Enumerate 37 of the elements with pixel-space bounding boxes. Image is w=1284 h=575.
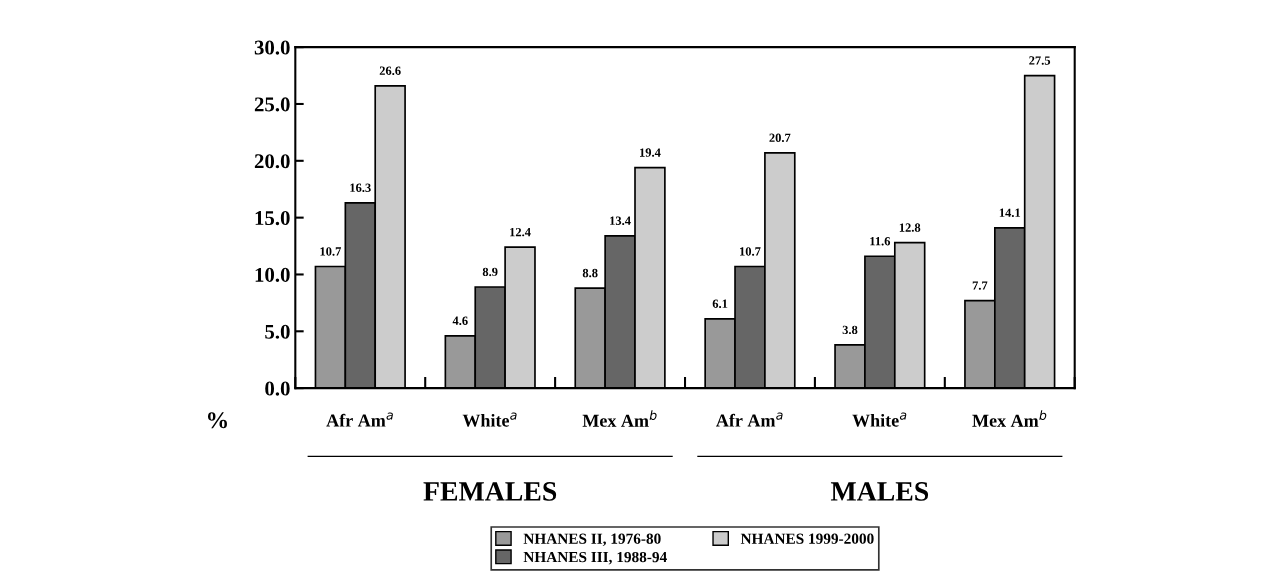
data-label: 8.8 [582, 268, 598, 278]
x-tick-label: Afr Am$^{a}$ [326, 412, 393, 427]
y-axis-title: % [208, 412, 227, 429]
data-label: 6.1 [712, 299, 728, 308]
data-label: 26.6 [379, 66, 401, 75]
data-label: 4.6 [452, 316, 468, 326]
x-tick-label: Mex Am$^{b}$ [582, 410, 657, 427]
y-tick-label: 5.0 [265, 324, 290, 339]
y-tick-label: 30.0 [254, 40, 290, 55]
text: MALES [830, 482, 929, 501]
data-label: 10.7 [320, 247, 342, 256]
y-tick-label: 15.0 [255, 211, 290, 226]
data-label: 19.4 [640, 148, 661, 157]
data-label: 11.6 [870, 237, 891, 246]
legend-label: NHANES II, 1976-80 [523, 533, 661, 547]
data-label: 13.4 [610, 216, 631, 226]
data-label: 3.8 [842, 325, 858, 335]
data-label: 8.9 [482, 267, 498, 277]
data-label: 10.7 [740, 247, 761, 256]
data-label: 16.3 [350, 183, 371, 193]
y-tick-label: 20.0 [254, 154, 290, 169]
x-tick-label: White$^{a}$ [462, 412, 517, 427]
text: FEMALES [423, 482, 557, 501]
data-label: 7.7 [972, 281, 988, 290]
data-label: 12.8 [899, 223, 921, 232]
data-label: 14.1 [999, 208, 1021, 218]
x-tick-label: Afr Am$^{a}$ [716, 412, 783, 427]
y-tick-label: 0.0 [265, 381, 290, 396]
legend-label: NHANES III, 1988-94 [523, 551, 667, 565]
x-tick-label: White$^{a}$ [852, 412, 907, 427]
data-label: 27.5 [1029, 56, 1051, 65]
legend-label: NHANES 1999-2000 [740, 533, 874, 544]
data-label: 12.4 [510, 227, 531, 237]
x-tick-label: Mex Am$^{b}$ [972, 410, 1047, 427]
y-tick-label: 25.0 [254, 97, 290, 112]
data-label: 20.7 [769, 133, 791, 143]
y-tick-label: 10.0 [255, 267, 290, 282]
